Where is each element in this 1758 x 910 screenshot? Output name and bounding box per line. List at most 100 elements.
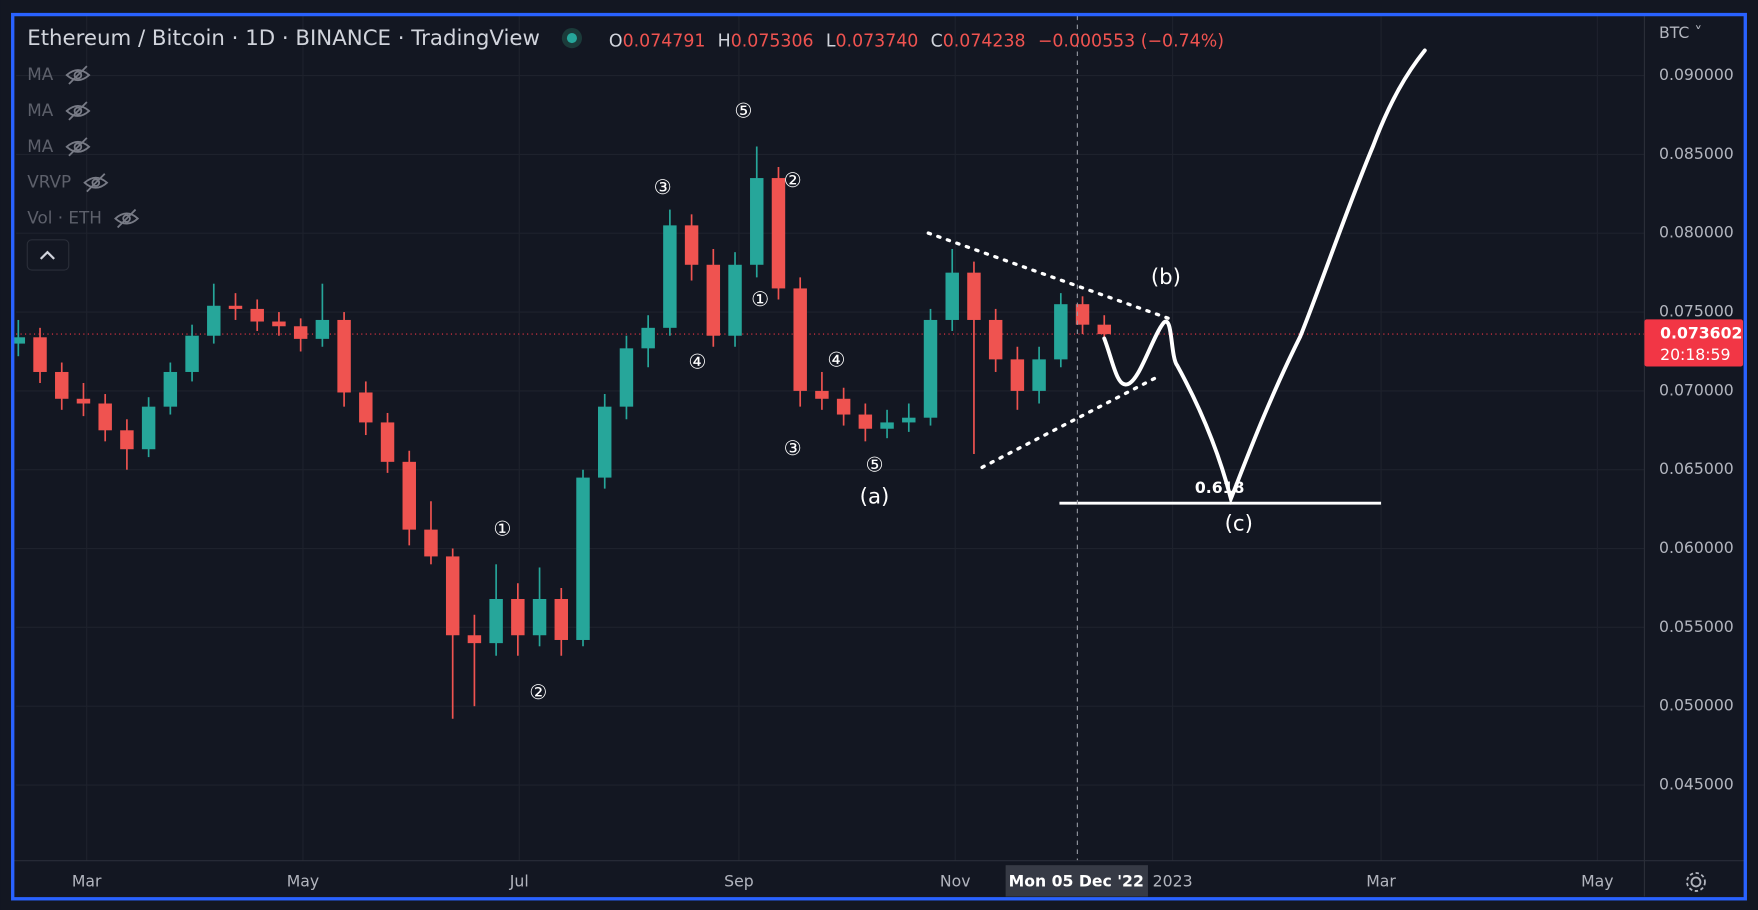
indicator-name: MA: [27, 100, 53, 120]
candle-body: [380, 422, 395, 462]
wave-label: (a): [860, 485, 890, 510]
candle-body: [1032, 359, 1046, 391]
wave-label: ③: [654, 175, 672, 199]
hidden-eye-icon: [114, 208, 140, 229]
triangle-lower: [980, 373, 1162, 470]
pupil: [73, 70, 83, 80]
candle-body: [706, 264, 721, 336]
candle-body: [880, 422, 894, 429]
x-tick-label: Mar: [72, 871, 102, 890]
ohlc-key: H: [718, 31, 731, 51]
symbol-title: Ethereum / Bitcoin · 1D · BINANCE · Trad…: [27, 26, 540, 51]
candle-body: [988, 319, 1003, 360]
candle-body: [55, 371, 69, 399]
annotations: ③ ⑤ ② ① ④ ④ ③ ⑤ (a) ① ② (b) (c) 0.618: [493, 99, 1252, 705]
candle-body: [1010, 359, 1025, 391]
candle-body: [532, 598, 547, 636]
gear-teeth: [1686, 872, 1706, 892]
y-tick-label: 0.050000: [1659, 696, 1734, 715]
candle-body: [1054, 304, 1068, 360]
y-tick-label: 0.070000: [1659, 380, 1734, 399]
candle-body: [402, 461, 416, 530]
candle-body: [902, 417, 916, 423]
candle-body: [293, 326, 308, 339]
wave-label: ⑤: [734, 99, 752, 123]
plot: [11, 146, 1645, 719]
candle-body: [250, 308, 264, 322]
ohlc-value: 0.074791: [623, 31, 706, 51]
wave-label: (b): [1151, 265, 1181, 290]
wave-label: ①: [493, 517, 511, 541]
candle-body: [76, 398, 91, 404]
collapse-button[interactable]: [26, 239, 70, 271]
indicator-list[interactable]: MA MA MA VRVP Vol · ETH: [27, 64, 140, 229]
indicator-name: Vol · ETH: [27, 208, 102, 228]
crosshair-date-bg: [1005, 865, 1148, 897]
y-tick-label: 0.065000: [1659, 459, 1734, 478]
candle-body: [185, 335, 199, 372]
y-tick-label: 0.085000: [1659, 144, 1734, 163]
candle-body: [98, 403, 112, 431]
slash: [116, 208, 137, 229]
hidden-eye-icon: [65, 65, 91, 85]
hidden-eye-icon: [65, 101, 91, 121]
ohlc-value: 0.073740: [836, 31, 919, 51]
settings-icon[interactable]: [1686, 872, 1706, 892]
slash: [68, 101, 88, 121]
gear-center: [1690, 876, 1702, 888]
wave-label: (c): [1225, 511, 1253, 536]
slash: [68, 137, 88, 157]
candle-body: [641, 327, 655, 349]
candle-body: [945, 272, 959, 320]
candle-body: [489, 598, 503, 644]
x-tick-label: Nov: [940, 871, 971, 890]
last-price: 0.073602: [1660, 323, 1742, 342]
candle-body: [836, 398, 851, 415]
status-dot: [566, 33, 577, 44]
pupil: [73, 142, 83, 152]
wave-label: ②: [784, 168, 802, 192]
candle-body: [728, 264, 742, 336]
x-tick-label: 2023: [1153, 871, 1193, 890]
candle-body: [576, 477, 590, 640]
candle-body: [272, 321, 286, 327]
y-tick-label: 0.055000: [1659, 617, 1734, 636]
ohlc-value: 0.074238: [943, 31, 1026, 51]
candle-body: [207, 305, 221, 336]
candle-body: [120, 430, 134, 450]
ohlc-key: L: [826, 31, 836, 51]
pupil: [122, 214, 131, 223]
indicator-name: MA: [27, 136, 53, 156]
candle-body: [684, 225, 699, 265]
candle-body: [967, 272, 981, 320]
wave-label: ③: [784, 436, 802, 460]
pupil: [91, 178, 101, 187]
candle-body: [445, 556, 460, 636]
candle-body: [315, 319, 330, 339]
x-tick-label: May: [1581, 871, 1613, 890]
candle-body: [771, 178, 786, 289]
window-border: [11, 12, 1747, 901]
wave-label: 0.618: [1195, 478, 1245, 497]
indicator-name: MA: [27, 64, 53, 84]
candle-body: [554, 598, 569, 640]
candle-body: [141, 406, 156, 450]
candle-body: [597, 406, 612, 478]
wave-label: ④: [688, 350, 706, 374]
y-tick-label: 0.090000: [1659, 65, 1734, 84]
candle-body: [228, 305, 243, 309]
candle-body: [424, 529, 438, 557]
countdown: 20:18:59: [1660, 345, 1730, 364]
ohlc-value: 0.075306: [731, 31, 814, 51]
slash: [86, 173, 106, 193]
candle-body: [750, 178, 764, 265]
y-tick-label: 0.060000: [1659, 538, 1734, 557]
currency-selector[interactable]: BTC ˅: [1659, 23, 1702, 42]
slash: [68, 65, 88, 85]
candle-body: [663, 225, 677, 328]
x-tick-label: May: [287, 871, 319, 890]
candle-body: [1075, 304, 1090, 325]
ohlc-legend: O0.074791 H0.075306 L0.073740 C0.074238 …: [609, 31, 1224, 51]
